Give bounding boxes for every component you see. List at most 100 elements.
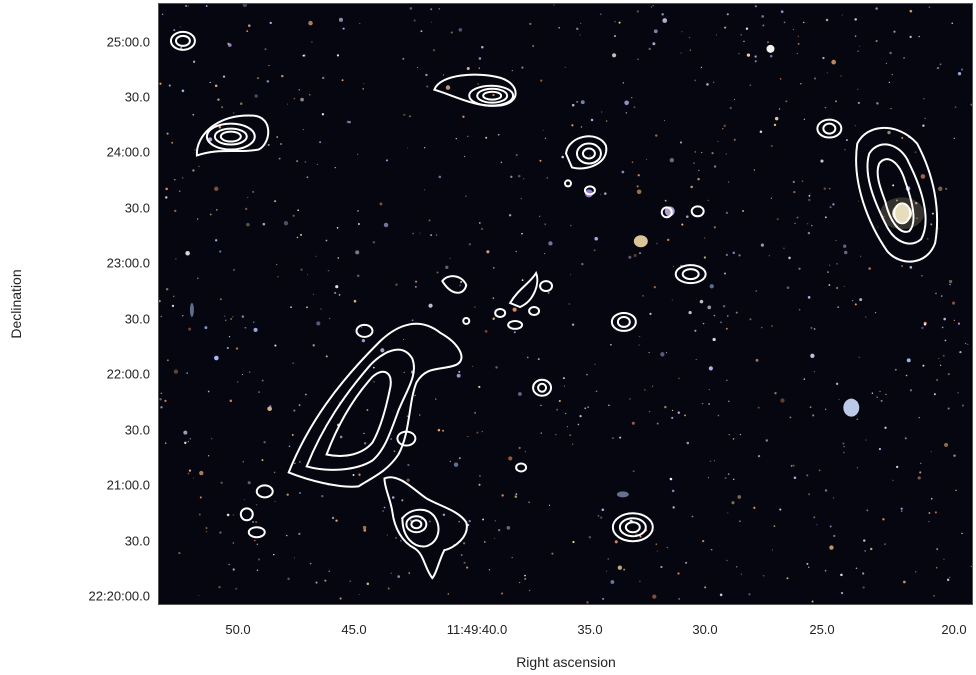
star bbox=[648, 47, 651, 51]
star bbox=[247, 481, 251, 485]
star bbox=[811, 225, 813, 227]
star bbox=[540, 432, 542, 434]
star bbox=[228, 563, 230, 566]
star bbox=[174, 178, 176, 181]
star bbox=[803, 378, 806, 380]
star bbox=[425, 73, 428, 77]
star bbox=[372, 241, 376, 244]
star bbox=[597, 514, 600, 517]
star bbox=[681, 31, 683, 33]
y-tick-label: 30.0 bbox=[124, 533, 150, 549]
star bbox=[720, 321, 722, 324]
star bbox=[858, 356, 860, 358]
star bbox=[811, 600, 814, 603]
star bbox=[455, 137, 457, 140]
star bbox=[528, 501, 530, 504]
star bbox=[825, 408, 827, 410]
star bbox=[761, 326, 763, 329]
star bbox=[671, 299, 673, 301]
star bbox=[864, 316, 867, 318]
star bbox=[818, 469, 821, 472]
star bbox=[796, 216, 799, 219]
star bbox=[261, 459, 264, 462]
star bbox=[769, 54, 773, 58]
star bbox=[512, 307, 517, 312]
star bbox=[588, 535, 592, 539]
star bbox=[685, 561, 688, 564]
star bbox=[192, 113, 195, 116]
star bbox=[845, 139, 848, 141]
star bbox=[304, 161, 307, 163]
star bbox=[432, 49, 436, 52]
star bbox=[735, 565, 738, 568]
star bbox=[753, 506, 756, 509]
star bbox=[539, 159, 542, 162]
star bbox=[884, 426, 887, 429]
star bbox=[841, 14, 843, 16]
star bbox=[749, 318, 752, 321]
star bbox=[586, 373, 588, 376]
star bbox=[918, 417, 920, 419]
star bbox=[651, 385, 654, 387]
star bbox=[181, 315, 184, 317]
star bbox=[239, 102, 243, 105]
star bbox=[438, 175, 442, 179]
star bbox=[463, 542, 466, 545]
star bbox=[416, 66, 418, 69]
star bbox=[727, 181, 730, 183]
star bbox=[485, 136, 488, 139]
star bbox=[409, 7, 413, 10]
star bbox=[809, 406, 812, 409]
star bbox=[652, 42, 656, 46]
star bbox=[813, 77, 817, 80]
star bbox=[379, 202, 383, 206]
star bbox=[727, 400, 730, 403]
star bbox=[706, 83, 709, 86]
star bbox=[192, 169, 195, 172]
star bbox=[232, 568, 235, 571]
star bbox=[905, 374, 908, 377]
star bbox=[933, 594, 935, 597]
star bbox=[569, 434, 572, 437]
star bbox=[467, 135, 469, 137]
star bbox=[822, 56, 825, 60]
star bbox=[511, 556, 513, 559]
star bbox=[173, 295, 175, 298]
star bbox=[458, 370, 461, 373]
star bbox=[748, 593, 751, 596]
star bbox=[511, 70, 513, 72]
star bbox=[823, 187, 826, 190]
star bbox=[178, 190, 181, 193]
star bbox=[428, 303, 433, 308]
star bbox=[544, 137, 547, 140]
star bbox=[449, 460, 451, 463]
star bbox=[824, 106, 827, 109]
star bbox=[807, 223, 809, 225]
star bbox=[689, 49, 692, 51]
star bbox=[252, 321, 255, 323]
star bbox=[334, 291, 337, 295]
star bbox=[793, 476, 797, 479]
star bbox=[816, 524, 818, 526]
star bbox=[930, 451, 932, 453]
star bbox=[571, 124, 574, 127]
star bbox=[492, 317, 495, 320]
star bbox=[639, 252, 642, 255]
star bbox=[241, 315, 245, 318]
star bbox=[672, 265, 675, 267]
star bbox=[953, 137, 955, 139]
star bbox=[857, 88, 859, 90]
star bbox=[798, 309, 801, 311]
radio-contours bbox=[169, 30, 939, 580]
star bbox=[255, 520, 258, 524]
star bbox=[697, 177, 700, 181]
star bbox=[686, 441, 690, 445]
star bbox=[614, 540, 618, 544]
star bbox=[546, 177, 549, 179]
star bbox=[194, 149, 196, 151]
star bbox=[587, 406, 590, 409]
star bbox=[762, 574, 765, 577]
star bbox=[548, 504, 551, 506]
star bbox=[728, 433, 730, 436]
star bbox=[590, 118, 594, 122]
